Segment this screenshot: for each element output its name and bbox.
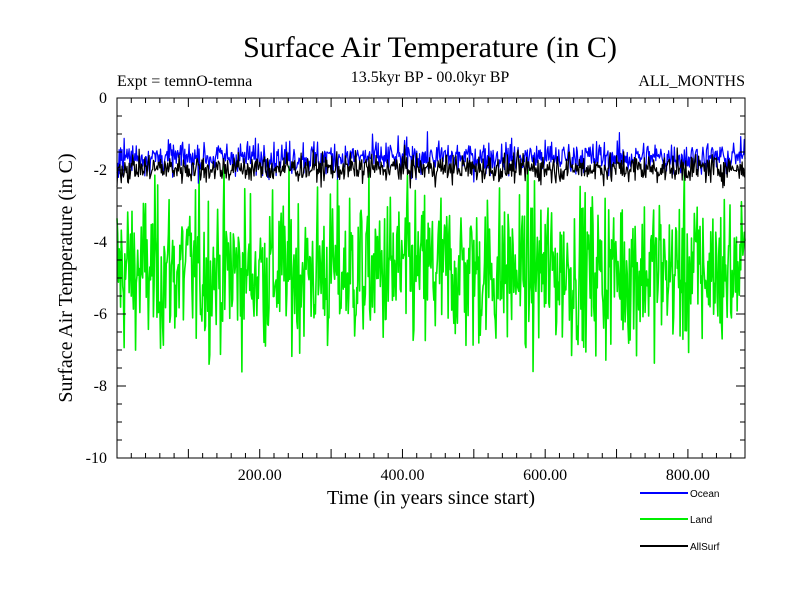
legend: Ocean Land AllSurf xyxy=(640,489,720,553)
experiment-label: Expt = temnO-temna xyxy=(117,73,252,90)
x-tick-label: 600.00 xyxy=(523,467,567,484)
y-axis-label: Surface Air Temperature (in C) xyxy=(55,153,77,402)
months-label: ALL_MONTHS xyxy=(638,73,745,90)
legend-label-ocean: Ocean xyxy=(690,489,719,500)
x-tick-label: 400.00 xyxy=(380,467,424,484)
y-tick-label: -4 xyxy=(94,234,107,251)
series-layer xyxy=(116,131,746,373)
chart-subtitle: 13.5kyr BP - 00.0kyr BP xyxy=(351,69,510,86)
series-line-ocean xyxy=(116,131,746,184)
series-line-allsurf xyxy=(116,144,746,189)
y-tick-label: 0 xyxy=(99,90,107,107)
y-tick-label: -8 xyxy=(94,378,107,395)
legend-label-land: Land xyxy=(690,515,712,526)
series-line-land xyxy=(116,165,746,373)
x-tick-label: 200.00 xyxy=(238,467,282,484)
chart-title: Surface Air Temperature (in C) xyxy=(243,31,617,64)
legend-label-allsurf: AllSurf xyxy=(690,542,720,553)
y-tick-label: -2 xyxy=(94,162,107,179)
x-tick-label: 800.00 xyxy=(666,467,710,484)
y-tick-label: -6 xyxy=(94,306,107,323)
ticks-layer: 200.00 400.00 600.00 800.00 0 -2 -4 -6 -8 -10 xyxy=(86,90,745,484)
x-axis-label: Time (in years since start) xyxy=(327,487,535,509)
y-tick-label: -10 xyxy=(86,450,107,467)
